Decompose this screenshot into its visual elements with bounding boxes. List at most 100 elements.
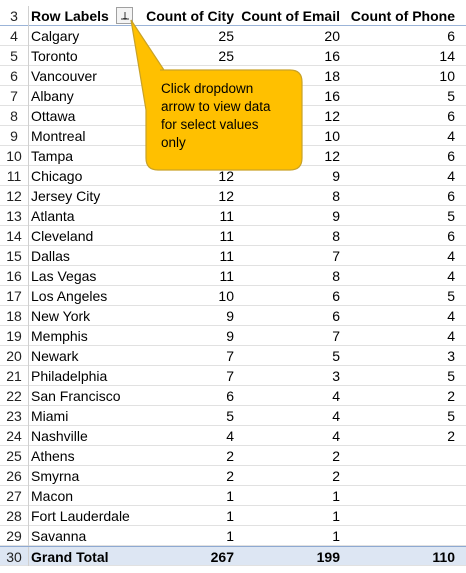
count-phone-cell[interactable]: 5 bbox=[447, 208, 455, 224]
count-phone-cell[interactable]: 4 bbox=[447, 168, 455, 184]
count-email-cell[interactable]: 16 bbox=[324, 88, 340, 104]
row-label-cell[interactable]: Cleveland bbox=[31, 228, 94, 244]
count-phone-cell[interactable]: 6 bbox=[447, 108, 455, 124]
count-phone-cell[interactable]: 5 bbox=[447, 88, 455, 104]
count-phone-cell[interactable]: 6 bbox=[447, 28, 455, 44]
row-labels-filter-button[interactable] bbox=[116, 7, 133, 24]
row-labels-header[interactable]: Row Labels bbox=[31, 8, 109, 24]
row-number[interactable]: 22 bbox=[6, 388, 22, 404]
count-phone-cell[interactable]: 10 bbox=[439, 68, 455, 84]
count-city-cell[interactable]: 7 bbox=[226, 348, 234, 364]
grand-total-city[interactable]: 267 bbox=[210, 549, 234, 565]
row-label-cell[interactable]: Calgary bbox=[31, 28, 80, 44]
count-city-cell[interactable]: 12 bbox=[218, 168, 234, 184]
count-email-cell[interactable]: 8 bbox=[332, 268, 340, 284]
row-label-cell[interactable]: Smyrna bbox=[31, 468, 80, 484]
row-number[interactable]: 29 bbox=[6, 528, 22, 544]
count-city-cell[interactable]: 6 bbox=[226, 388, 234, 404]
count-phone-cell[interactable]: 5 bbox=[447, 288, 455, 304]
count-city-cell[interactable]: 9 bbox=[226, 328, 234, 344]
row-label-cell[interactable]: Newark bbox=[31, 348, 79, 364]
row-number[interactable]: 4 bbox=[10, 28, 18, 44]
grand-total-label[interactable]: Grand Total bbox=[31, 549, 109, 565]
count-phone-cell[interactable]: 6 bbox=[447, 188, 455, 204]
count-city-cell[interactable]: 11 bbox=[219, 208, 234, 224]
row-number[interactable]: 20 bbox=[6, 348, 22, 364]
row-label-cell[interactable]: Toronto bbox=[31, 48, 78, 64]
count-city-cell[interactable]: 11 bbox=[219, 248, 234, 264]
row-number[interactable]: 27 bbox=[6, 488, 22, 504]
row-number[interactable]: 12 bbox=[6, 188, 22, 204]
row-label-cell[interactable]: Dallas bbox=[31, 248, 70, 264]
count-city-cell[interactable]: 7 bbox=[226, 368, 234, 384]
row-number[interactable]: 26 bbox=[6, 468, 22, 484]
count-email-cell[interactable]: 4 bbox=[332, 428, 340, 444]
row-number[interactable]: 11 bbox=[6, 168, 22, 184]
row-label-cell[interactable]: Philadelphia bbox=[31, 368, 108, 384]
count-email-cell[interactable]: 6 bbox=[332, 308, 340, 324]
row-label-cell[interactable]: Athens bbox=[31, 448, 75, 464]
count-city-cell[interactable]: 1 bbox=[226, 528, 234, 544]
row-label-cell[interactable]: Tampa bbox=[31, 148, 74, 164]
count-phone-cell[interactable]: 4 bbox=[447, 268, 455, 284]
count-phone-cell[interactable]: 4 bbox=[447, 248, 455, 264]
row-number[interactable]: 18 bbox=[6, 308, 22, 324]
grand-total-phone[interactable]: 110 bbox=[432, 549, 455, 565]
row-number[interactable]: 14 bbox=[6, 228, 22, 244]
count-email-cell[interactable]: 7 bbox=[332, 328, 340, 344]
count-email-cell[interactable]: 3 bbox=[332, 368, 340, 384]
count-email-cell[interactable]: 9 bbox=[332, 208, 340, 224]
row-number[interactable]: 3 bbox=[10, 8, 18, 24]
count-email-cell[interactable]: 2 bbox=[332, 468, 340, 484]
row-label-cell[interactable]: Memphis bbox=[31, 328, 88, 344]
count-email-cell[interactable]: 1 bbox=[332, 528, 340, 544]
count-email-cell[interactable]: 1 bbox=[332, 488, 340, 504]
count-phone-cell[interactable] bbox=[342, 506, 455, 526]
count-phone-cell[interactable]: 5 bbox=[447, 408, 455, 424]
row-label-cell[interactable]: Las Vegas bbox=[31, 268, 97, 284]
row-label-cell[interactable]: Albany bbox=[31, 88, 74, 104]
count-email-cell[interactable]: 7 bbox=[332, 248, 340, 264]
row-label-cell[interactable]: Savanna bbox=[31, 528, 87, 544]
count-email-cell[interactable]: 12 bbox=[324, 108, 340, 124]
count-city-cell[interactable]: 25 bbox=[218, 28, 234, 44]
count-city-cell[interactable]: 9 bbox=[226, 308, 234, 324]
row-label-cell[interactable]: Ottawa bbox=[31, 108, 76, 124]
count-email-header[interactable]: Count of Email bbox=[241, 8, 340, 24]
count-email-cell[interactable]: 16 bbox=[324, 48, 340, 64]
count-phone-cell[interactable]: 4 bbox=[447, 308, 455, 324]
count-phone-cell[interactable]: 6 bbox=[447, 148, 455, 164]
count-phone-cell[interactable]: 4 bbox=[447, 128, 455, 144]
row-number[interactable]: 24 bbox=[6, 428, 22, 444]
count-email-cell[interactable]: 6 bbox=[332, 288, 340, 304]
row-number[interactable]: 6 bbox=[10, 68, 18, 84]
row-number[interactable]: 21 bbox=[6, 368, 22, 384]
row-label-cell[interactable]: Los Angeles bbox=[31, 288, 108, 304]
row-number[interactable]: 13 bbox=[6, 208, 22, 224]
row-number[interactable]: 5 bbox=[10, 48, 18, 64]
count-email-cell[interactable]: 20 bbox=[324, 28, 340, 44]
count-phone-cell[interactable]: 14 bbox=[439, 48, 455, 64]
count-email-cell[interactable]: 1 bbox=[332, 508, 340, 524]
row-label-cell[interactable]: Chicago bbox=[31, 168, 83, 184]
row-number[interactable]: 19 bbox=[6, 328, 22, 344]
count-city-header[interactable]: Count of City bbox=[146, 8, 234, 24]
count-phone-cell[interactable] bbox=[342, 466, 455, 486]
count-city-cell[interactable]: 5 bbox=[226, 408, 234, 424]
row-label-cell[interactable]: Macon bbox=[31, 488, 74, 504]
row-label-cell[interactable]: New York bbox=[31, 308, 91, 324]
count-phone-cell[interactable]: 3 bbox=[447, 348, 455, 364]
count-email-cell[interactable]: 4 bbox=[332, 408, 340, 424]
row-number[interactable]: 10 bbox=[6, 148, 22, 164]
count-city-cell[interactable]: 25 bbox=[218, 48, 234, 64]
count-phone-cell[interactable]: 2 bbox=[447, 388, 455, 404]
count-email-cell[interactable]: 5 bbox=[332, 348, 340, 364]
count-email-cell[interactable]: 12 bbox=[324, 148, 340, 164]
count-phone-cell[interactable] bbox=[342, 486, 455, 506]
row-number[interactable]: 23 bbox=[6, 408, 22, 424]
count-phone-cell[interactable] bbox=[342, 526, 455, 546]
row-number[interactable]: 17 bbox=[6, 288, 22, 304]
row-number[interactable]: 15 bbox=[6, 248, 22, 264]
count-email-cell[interactable]: 4 bbox=[332, 388, 340, 404]
count-email-cell[interactable]: 10 bbox=[324, 128, 340, 144]
